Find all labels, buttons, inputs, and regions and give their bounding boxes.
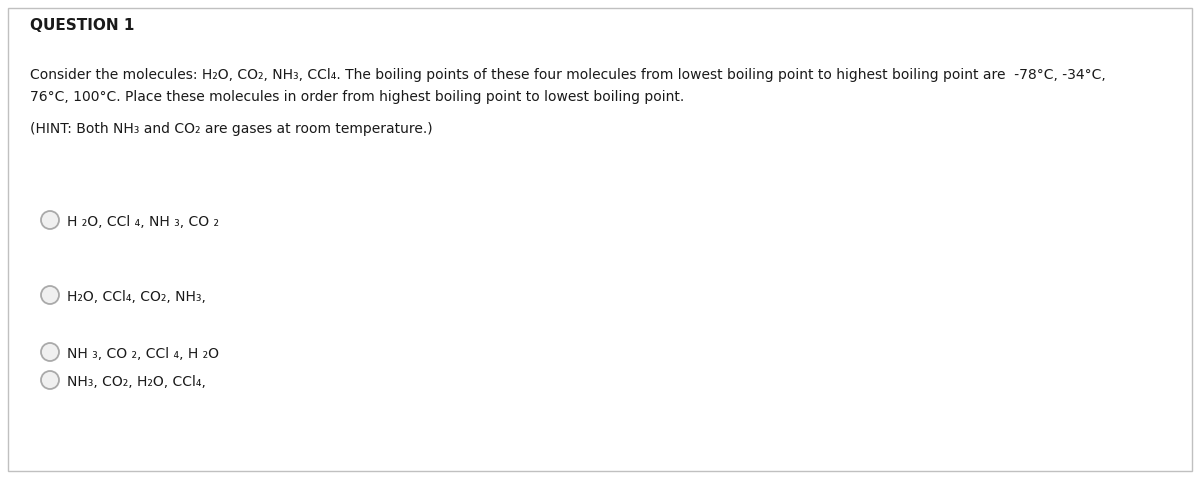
Text: Consider the molecules: H₂O, CO₂, NH₃, CCl₄. The boiling points of these four mo: Consider the molecules: H₂O, CO₂, NH₃, C… [30,68,1105,82]
Text: QUESTION 1: QUESTION 1 [30,18,134,33]
Text: 76°C, 100°C. Place these molecules in order from highest boiling point to lowest: 76°C, 100°C. Place these molecules in or… [30,90,684,104]
Text: NH ₃, CO ₂, CCl ₄, H ₂O: NH ₃, CO ₂, CCl ₄, H ₂O [67,347,220,361]
Circle shape [41,286,59,304]
Circle shape [41,371,59,389]
Text: (HINT: Both NH₃ and CO₂ are gases at room temperature.): (HINT: Both NH₃ and CO₂ are gases at roo… [30,122,433,136]
Text: NH₃, CO₂, H₂O, CCl₄,: NH₃, CO₂, H₂O, CCl₄, [67,375,206,389]
Text: H ₂O, CCl ₄, NH ₃, CO ₂: H ₂O, CCl ₄, NH ₃, CO ₂ [67,215,220,229]
Circle shape [41,211,59,229]
Text: H₂O, CCl₄, CO₂, NH₃,: H₂O, CCl₄, CO₂, NH₃, [67,290,206,304]
Circle shape [41,343,59,361]
